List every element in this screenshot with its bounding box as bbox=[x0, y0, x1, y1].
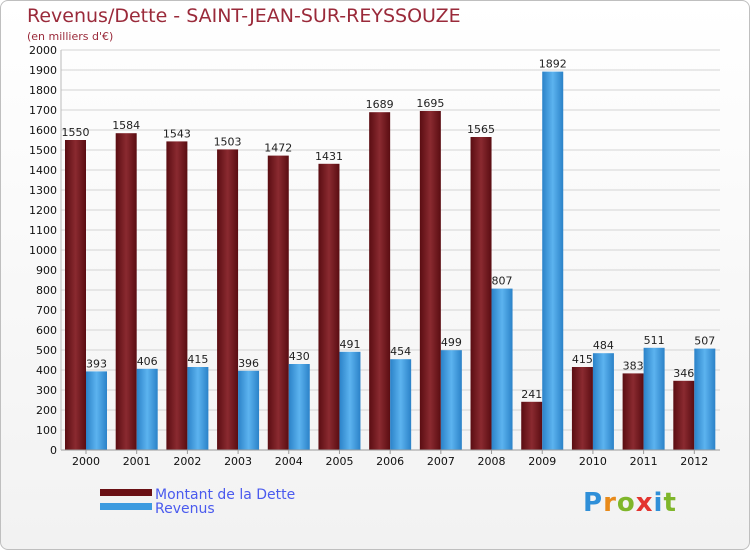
bar-revenus bbox=[288, 364, 310, 450]
value-label-revenus: 491 bbox=[339, 338, 360, 351]
x-tick-label: 2009 bbox=[528, 455, 556, 468]
x-tick-label: 2005 bbox=[325, 455, 353, 468]
y-tick-label: 1400 bbox=[29, 164, 57, 177]
bar-revenus bbox=[339, 351, 361, 450]
bar-dette bbox=[673, 380, 695, 450]
y-tick-label: 1500 bbox=[29, 144, 57, 157]
x-tick-label: 2000 bbox=[72, 455, 100, 468]
bar-dette bbox=[318, 163, 340, 451]
bar-dette bbox=[267, 155, 289, 450]
y-tick-label: 300 bbox=[36, 384, 57, 397]
x-tick-label: 2011 bbox=[630, 455, 658, 468]
value-label-dette: 1543 bbox=[163, 127, 191, 140]
bar-revenus bbox=[592, 353, 614, 450]
bar-dette bbox=[419, 111, 441, 450]
bar-revenus bbox=[390, 359, 412, 450]
y-tick-label: 2000 bbox=[29, 44, 57, 57]
y-tick-label: 500 bbox=[36, 344, 57, 357]
legend-swatch-revenus bbox=[100, 503, 152, 510]
bar-revenus bbox=[694, 348, 716, 450]
x-tick-label: 2003 bbox=[224, 455, 252, 468]
y-tick-label: 600 bbox=[36, 324, 57, 337]
value-label-dette: 415 bbox=[572, 353, 593, 366]
bar-revenus bbox=[643, 347, 665, 450]
value-label-dette: 1503 bbox=[214, 135, 242, 148]
value-label-dette: 1689 bbox=[366, 98, 394, 111]
value-label-revenus: 430 bbox=[289, 350, 310, 363]
bar-dette bbox=[470, 137, 492, 450]
bar-revenus bbox=[187, 367, 209, 450]
value-label-revenus: 1892 bbox=[539, 58, 567, 71]
proxiti-logo: Proxit bbox=[583, 488, 677, 518]
bar-revenus bbox=[136, 368, 158, 450]
y-tick-label: 1700 bbox=[29, 104, 57, 117]
value-label-dette: 346 bbox=[673, 367, 694, 380]
y-tick-label: 900 bbox=[36, 264, 57, 277]
value-label-revenus: 507 bbox=[694, 335, 715, 348]
chart-title: Revenus/Dette - SAINT-JEAN-SUR-REYSSOUZE bbox=[27, 5, 461, 27]
value-label-dette: 241 bbox=[521, 388, 542, 401]
x-tick-label: 2002 bbox=[173, 455, 201, 468]
bar-revenus bbox=[542, 71, 564, 450]
bar-dette bbox=[166, 141, 188, 450]
x-tick-label: 2012 bbox=[680, 455, 708, 468]
y-tick-label: 1000 bbox=[29, 244, 57, 257]
bar-dette bbox=[65, 140, 86, 450]
y-tick-label: 800 bbox=[36, 284, 57, 297]
x-tick-label: 2004 bbox=[275, 455, 303, 468]
value-label-revenus: 406 bbox=[137, 355, 158, 368]
value-label-dette: 1565 bbox=[467, 123, 495, 136]
y-tick-label: 1300 bbox=[29, 184, 57, 197]
x-tick-label: 2006 bbox=[376, 455, 404, 468]
x-tick-label: 2007 bbox=[427, 455, 455, 468]
value-label-dette: 1584 bbox=[112, 119, 140, 132]
y-tick-label: 100 bbox=[36, 424, 57, 437]
y-tick-label: 1100 bbox=[29, 224, 57, 237]
value-label-revenus: 415 bbox=[187, 353, 208, 366]
legend-label-revenus: Revenus bbox=[155, 501, 215, 517]
x-tick-label: 2010 bbox=[579, 455, 607, 468]
y-tick-label: 1200 bbox=[29, 204, 57, 217]
value-label-revenus: 499 bbox=[441, 336, 462, 349]
value-label-revenus: 396 bbox=[238, 357, 259, 370]
bar-revenus bbox=[238, 370, 260, 450]
value-label-revenus: 511 bbox=[644, 334, 665, 347]
value-label-dette: 1695 bbox=[416, 97, 444, 110]
y-tick-label: 700 bbox=[36, 304, 57, 317]
bar-dette bbox=[622, 373, 644, 450]
y-tick-label: 400 bbox=[36, 364, 57, 377]
bar-dette bbox=[369, 112, 391, 450]
bar-dette bbox=[115, 133, 137, 450]
value-label-dette: 1472 bbox=[264, 142, 292, 155]
x-tick-label: 2008 bbox=[478, 455, 506, 468]
value-label-revenus: 807 bbox=[492, 275, 513, 288]
value-label-dette: 383 bbox=[623, 359, 644, 372]
value-label-dette: 1550 bbox=[62, 126, 90, 139]
y-tick-label: 1600 bbox=[29, 124, 57, 137]
y-tick-label: 200 bbox=[36, 404, 57, 417]
value-label-dette: 1431 bbox=[315, 150, 343, 163]
y-tick-label: 1800 bbox=[29, 84, 57, 97]
bar-revenus bbox=[440, 350, 462, 450]
value-label-revenus: 454 bbox=[390, 345, 411, 358]
y-tick-label: 1900 bbox=[29, 64, 57, 77]
bar-dette bbox=[521, 401, 543, 450]
x-tick-label: 2001 bbox=[123, 455, 151, 468]
legend-label-dette: Montant de la Dette bbox=[155, 487, 295, 503]
chart-subtitle: (en milliers d'€) bbox=[27, 30, 114, 43]
bar-revenus bbox=[86, 371, 107, 450]
bar-dette bbox=[217, 149, 239, 450]
y-tick-label: 0 bbox=[50, 444, 57, 457]
value-label-revenus: 484 bbox=[593, 339, 614, 352]
bar-dette bbox=[571, 367, 593, 450]
legend-swatch-dette bbox=[100, 489, 152, 496]
value-label-revenus: 393 bbox=[86, 357, 107, 370]
bar-revenus bbox=[491, 288, 513, 450]
